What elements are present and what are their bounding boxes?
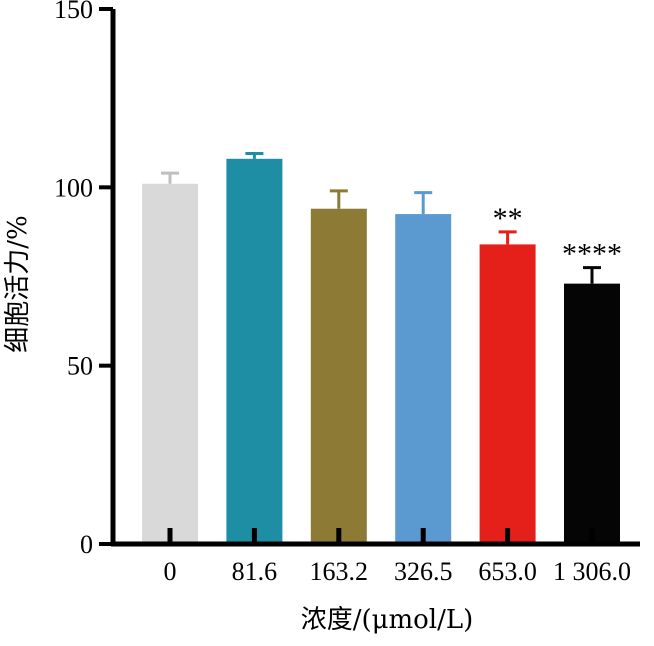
y-axis-title: 细胞活力/% bbox=[3, 215, 33, 352]
x-axis-title: 浓度/(μmol/L) bbox=[301, 605, 474, 635]
bar-0 bbox=[142, 183, 198, 544]
bar-81.6 bbox=[226, 158, 283, 545]
y-tick-label: 50 bbox=[67, 352, 93, 381]
x-tick-label: 326.5 bbox=[394, 557, 453, 586]
bar-1306.0 bbox=[564, 283, 620, 544]
bar-653.0 bbox=[479, 244, 536, 544]
axes-layer bbox=[99, 7, 640, 547]
y-tick-label: 100 bbox=[54, 173, 93, 202]
x-tick-label: 0 bbox=[164, 557, 177, 586]
x-tick-label: 1 306.0 bbox=[553, 557, 631, 586]
significance-label: ** bbox=[493, 202, 523, 235]
bar-163.2 bbox=[310, 208, 367, 544]
bar-326.5 bbox=[395, 214, 452, 545]
y-tick-label: 0 bbox=[80, 530, 93, 559]
bars-layer bbox=[142, 151, 620, 545]
x-tick-label: 653.0 bbox=[478, 557, 537, 586]
labels-layer: 0 81.6 163.2 326.5 653.0 ** 1 306.0 **** 0 50 100 1… bbox=[54, 0, 631, 586]
x-tick-label: 81.6 bbox=[232, 557, 278, 586]
x-tick-label: 163.2 bbox=[310, 557, 369, 586]
significance-label: **** bbox=[562, 238, 622, 271]
y-tick-label: 150 bbox=[54, 0, 93, 24]
